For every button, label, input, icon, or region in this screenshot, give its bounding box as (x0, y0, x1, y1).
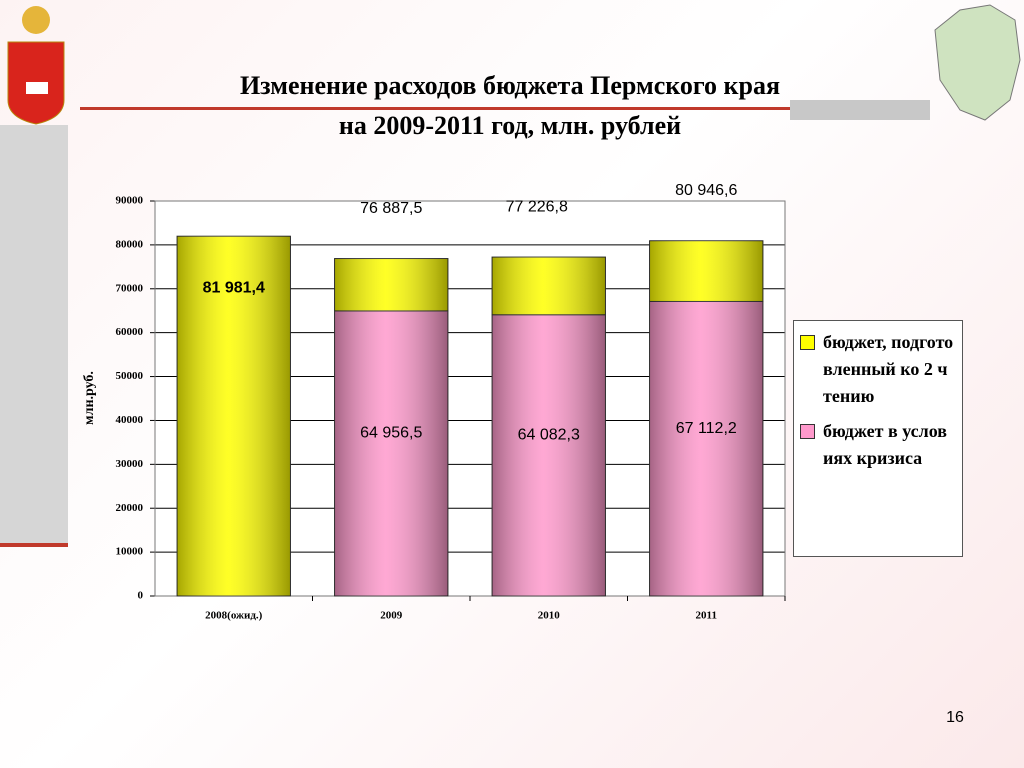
y-tick-label: 80000 (116, 238, 144, 250)
value-label: 64 082,3 (518, 427, 580, 444)
value-label: 67 112,2 (676, 420, 737, 437)
legend-label: бюджет в условиях кризиса (823, 421, 948, 468)
bar-segment (649, 240, 764, 302)
legend-swatch (800, 424, 815, 439)
legend: бюджет, подготовленный ко 2 чтению бюджет… (793, 320, 963, 557)
y-tick-label: 60000 (116, 326, 144, 338)
legend-item: бюджет, подготовленный ко 2 чтению (800, 329, 956, 410)
y-tick-label: 10000 (116, 546, 144, 558)
side-panel (0, 125, 68, 545)
coat-of-arms (7, 6, 65, 125)
value-label: 81 981,4 (203, 279, 265, 296)
map (934, 4, 1021, 121)
bar-segment (334, 258, 449, 312)
page-number: 16 (946, 709, 964, 726)
y-tick-label: 90000 (116, 195, 144, 207)
legend-item: бюджет в условиях кризиса (800, 418, 956, 472)
title-rule-gray (790, 100, 930, 120)
side-line (0, 543, 68, 547)
bar-segment (491, 314, 606, 597)
value-label: 64 956,5 (360, 425, 422, 442)
total-label: 80 946,6 (675, 182, 737, 199)
y-axis-label: млн.руб. (82, 371, 97, 425)
x-tick-label: 2011 (696, 610, 717, 622)
y-tick-label: 50000 (116, 370, 144, 382)
bar-segment (334, 310, 449, 597)
legend-label: бюджет, подготовленный ко 2 чтению (823, 332, 954, 406)
legend-swatch (800, 335, 815, 350)
x-tick-label: 2009 (380, 610, 403, 622)
bar-segment (649, 300, 764, 597)
title-rule (80, 107, 930, 110)
x-tick-label: 2010 (538, 610, 561, 622)
subtitle: на 2009-2011 год, млн. рублей (339, 111, 681, 140)
title: Изменение расходов бюджета Пермского кра… (240, 71, 780, 100)
y-tick-label: 20000 (116, 502, 144, 514)
y-tick-label: 30000 (116, 458, 144, 470)
y-tick-label: 40000 (116, 414, 144, 426)
y-tick-label: 0 (138, 590, 144, 602)
total-label: 77 226,8 (506, 198, 568, 215)
x-tick-label: 2008(ожид.) (205, 610, 263, 622)
y-tick-label: 70000 (116, 282, 144, 294)
bar-segment (491, 256, 606, 316)
total-label: 76 887,5 (360, 200, 422, 217)
